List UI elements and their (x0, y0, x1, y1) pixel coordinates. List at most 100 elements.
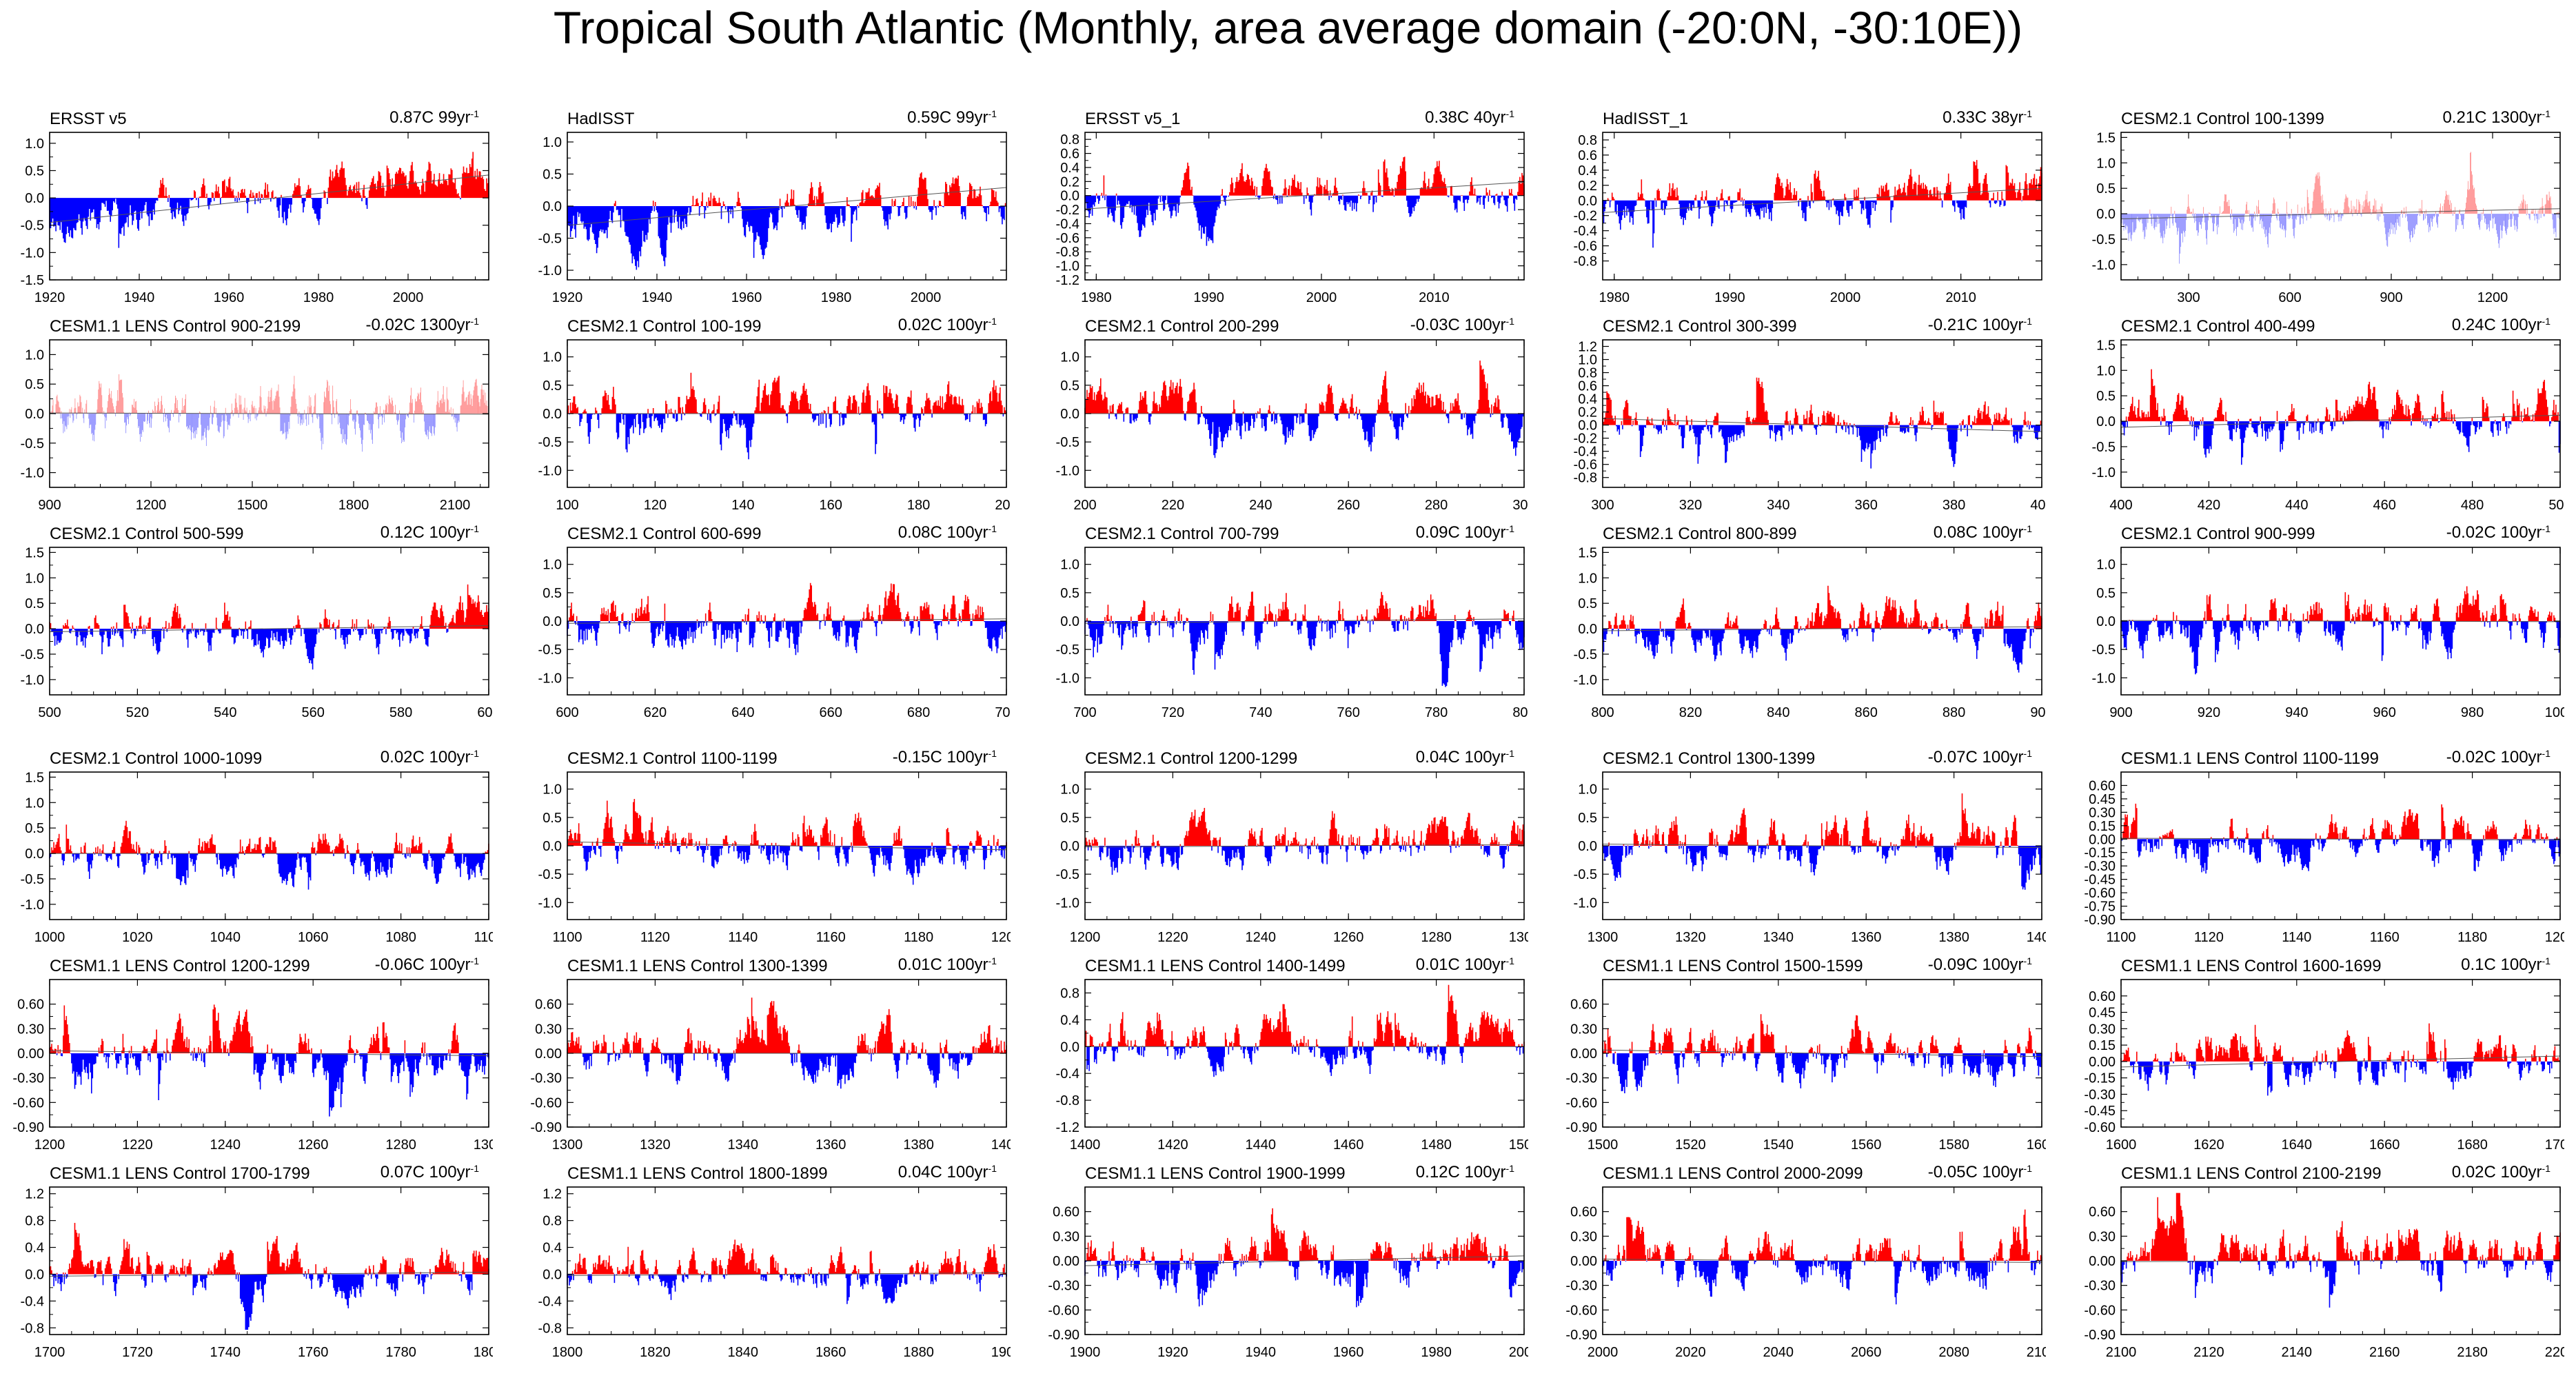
series-negative (569, 414, 1004, 460)
x-tick-label: 200 (995, 498, 1011, 513)
x-tick-label: 1300 (474, 1137, 493, 1153)
negative-anomaly-bars (567, 621, 1007, 656)
y-tick-label: -0.5 (1574, 647, 1597, 662)
panel-stat: 0.08C 100yr-1 (898, 523, 997, 542)
panel-title: CESM1.1 LENS Control 1100-1199 (2121, 749, 2379, 768)
x-tick-label: 240 (1249, 498, 1272, 513)
x-tick-label: 2010 (1945, 290, 1976, 305)
panel-stat: 0.1C 100yr-1 (2461, 955, 2550, 974)
positive-anomaly-bars (613, 172, 1006, 206)
y-tick-label: 1.0 (1578, 571, 1597, 586)
y-tick-label: -0.8 (538, 1321, 562, 1336)
series-positive (49, 1223, 489, 1275)
y-tick-label: -0.5 (21, 219, 44, 234)
x-tick-label: 1580 (1938, 1137, 1969, 1153)
negative-anomaly-bars (2121, 839, 2561, 874)
x-tick-label: 1740 (210, 1345, 241, 1360)
panel-18: CESM2.1 Control 1300-1399 -0.07C 100yr-1 -… (1574, 748, 2046, 945)
panel-title: HadISST_1 (1603, 110, 1688, 128)
panel-title: CESM1.1 LENS Control 1900-1999 (1085, 1164, 1346, 1183)
x-tick-label: 500 (2548, 498, 2564, 513)
y-tick-label: 0.0 (2096, 614, 2116, 629)
y-tick-label: -0.60 (12, 1095, 44, 1111)
y-tick-label: -0.4 (1056, 1066, 1079, 1082)
x-tick-label: 2100 (2027, 1345, 2046, 1360)
series-negative (1084, 1261, 1524, 1308)
x-tick-label: 300 (1512, 498, 1528, 513)
panel-4: CESM2.1 Control 100-1399 0.21C 1300yr-1 -1… (2092, 108, 2561, 305)
x-tick-label: 2000 (911, 290, 942, 305)
series-negative (582, 1053, 995, 1089)
panel-3: HadISST_1 0.33C 38yr-1 -0.8-0.6-0.4-0.20.0… (1574, 108, 2042, 305)
negative-anomaly-bars (1086, 1046, 1524, 1077)
y-tick-label: -0.5 (538, 867, 562, 882)
x-tick-label: 1120 (640, 930, 670, 945)
y-tick-label: 0.30 (535, 1022, 562, 1037)
y-tick-label: 1.5 (1578, 545, 1597, 560)
x-tick-label: 1520 (1675, 1137, 1706, 1153)
series-positive (567, 997, 1007, 1053)
x-tick-label: 160 (820, 498, 842, 513)
negative-anomaly-bars (2121, 1061, 2561, 1096)
series-positive (1085, 808, 1525, 846)
y-tick-label: -0.5 (1574, 867, 1597, 882)
panel-stat: 0.01C 100yr-1 (898, 955, 997, 974)
y-tick-label: 0.0 (1060, 614, 1079, 629)
x-tick-label: 1880 (903, 1345, 934, 1360)
negative-anomaly-bars (567, 1274, 1007, 1304)
y-tick-label: 1.0 (25, 347, 44, 363)
panel-title: CESM1.1 LENS Control 1600-1699 (2121, 957, 2382, 975)
positive-anomaly-bars (49, 1223, 489, 1275)
y-tick-label: -1.0 (2092, 465, 2116, 480)
x-tick-label: 1300 (552, 1137, 583, 1153)
y-tick-label: -0.45 (2084, 1104, 2116, 1119)
series-negative (52, 1274, 473, 1330)
x-tick-label: 2200 (2545, 1345, 2564, 1360)
series-positive (1086, 591, 1516, 621)
y-tick-label: -0.30 (12, 1071, 44, 1086)
y-tick-label: 0.45 (2089, 1006, 2116, 1021)
x-tick-label: 1980 (1081, 290, 1112, 305)
panel-title: CESM1.1 LENS Control 2000-2099 (1603, 1164, 1863, 1183)
x-tick-label: 1560 (1851, 1137, 1882, 1153)
series-positive (2149, 152, 2559, 214)
trend-line (567, 618, 1007, 624)
negative-anomaly-bars (582, 1053, 995, 1089)
panel-stat: 0.87C 99yr-1 (389, 108, 479, 127)
x-tick-label: 440 (2285, 498, 2308, 513)
panel-title: CESM2.1 Control 600-699 (567, 525, 761, 543)
positive-anomaly-bars (2124, 1193, 2561, 1261)
y-tick-label: -1.0 (2092, 671, 2116, 686)
x-tick-label: 1980 (1421, 1345, 1452, 1360)
y-tick-label: 1.0 (542, 782, 562, 798)
x-tick-label: 900 (2380, 290, 2402, 305)
y-tick-label: -0.60 (1565, 1303, 1597, 1318)
x-tick-label: 1300 (1509, 930, 1528, 945)
positive-anomaly-bars (567, 997, 1007, 1053)
y-tick-label: -0.60 (2084, 1120, 2116, 1135)
y-tick-label: -0.30 (1048, 1279, 1079, 1294)
trend-line (2120, 414, 2561, 428)
y-tick-label: -1.2 (1056, 1120, 1079, 1135)
x-tick-label: 1720 (122, 1345, 153, 1360)
y-tick-label: 0.6 (1578, 148, 1597, 163)
panel-27: CESM1.1 LENS Control 1900-1999 0.12C 100y… (1048, 1163, 1528, 1360)
panel-stat: 0.38C 40yr-1 (1425, 108, 1514, 127)
panel-1: HadISST 0.59C 99yr-1 -1.0 -0.5 0.0 0.5 1.0 1920… (538, 108, 1007, 305)
x-tick-label: 1180 (2457, 930, 2487, 945)
x-tick-label: 700 (1073, 705, 1096, 720)
trend-line (1084, 844, 1525, 848)
series-negative (1602, 1261, 2040, 1305)
figure-title: Tropical South Atlantic (Monthly, area a… (553, 2, 2023, 53)
panel-6: CESM2.1 Control 100-199 0.02C 100yr-1 -1.0… (538, 316, 1011, 513)
x-tick-label: 1360 (815, 1137, 846, 1153)
y-tick-label: 0.4 (542, 1241, 562, 1256)
negative-anomaly-bars (1602, 1261, 2040, 1305)
y-tick-label: 0.6 (1060, 147, 1079, 162)
y-tick-label: -0.8 (1056, 245, 1079, 260)
panel-15: CESM2.1 Control 1000-1099 0.02C 100yr-1 -1… (21, 748, 493, 945)
x-tick-label: 300 (1591, 498, 1614, 513)
y-tick-label: 0.60 (535, 997, 562, 1013)
plot-frame (1084, 979, 1525, 1128)
negative-anomaly-bars (56, 1053, 489, 1117)
